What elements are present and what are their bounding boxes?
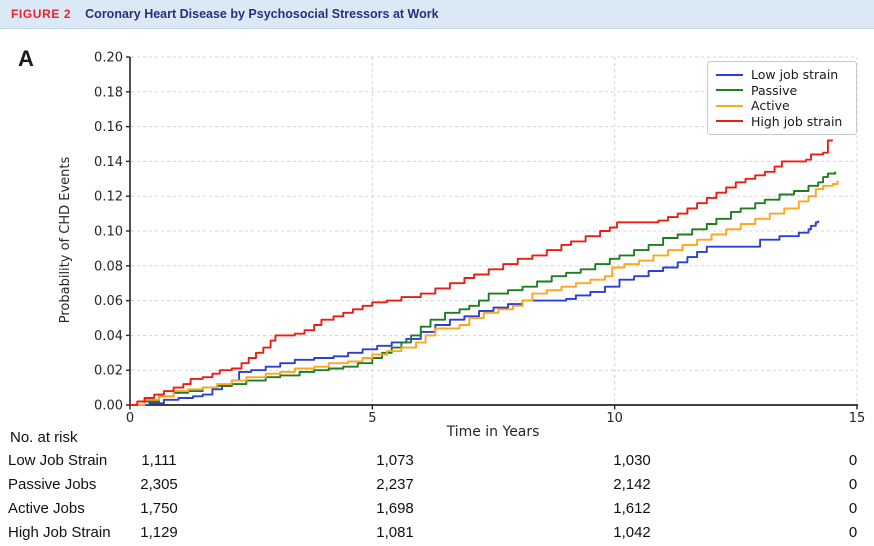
series-line-active bbox=[130, 180, 839, 406]
risk-cell: 1,081 bbox=[376, 524, 414, 541]
risk-cell: 1,750 bbox=[140, 500, 178, 517]
risk-cell: 2,305 bbox=[140, 476, 178, 493]
legend-item: High job strain bbox=[716, 114, 848, 130]
risk-cell: 1,030 bbox=[613, 452, 651, 469]
y-tick-label: 0.18 bbox=[94, 85, 123, 100]
x-axis-label: Time in Years bbox=[446, 424, 540, 440]
panel-label-a: A bbox=[18, 46, 34, 71]
km-curve-chart: 0.00 0.02 0.04 0.06 0.08 0.10 0.12 0.14 0.16 0.18… bbox=[94, 51, 866, 427]
y-tick-label: 0.02 bbox=[94, 364, 123, 379]
y-axis-label: Probability of CHD Events bbox=[58, 156, 73, 324]
y-tick-label: 0.10 bbox=[94, 225, 123, 240]
risk-cell: 1,129 bbox=[140, 524, 178, 541]
risk-cell: 0 bbox=[848, 500, 858, 517]
risk-row-label: Passive Jobs bbox=[8, 476, 97, 493]
legend-item: Active bbox=[716, 98, 848, 114]
x-tick-label: 15 bbox=[849, 411, 866, 426]
y-tick-label: 0.06 bbox=[94, 294, 123, 309]
risk-cell: 2,142 bbox=[613, 476, 651, 493]
risk-row-label: High Job Strain bbox=[8, 524, 111, 541]
legend-line-swatch bbox=[716, 89, 743, 92]
risk-table-header: No. at risk bbox=[10, 429, 78, 446]
x-tick-label: 0 bbox=[126, 411, 134, 426]
risk-cell: 2,237 bbox=[376, 476, 414, 493]
risk-row-label: Low Job Strain bbox=[8, 452, 108, 469]
y-tick-label: 0.14 bbox=[94, 155, 123, 170]
y-tick-label: 0.08 bbox=[94, 259, 123, 274]
chart-legend: Low job strain Passive Active High job stra… bbox=[707, 61, 857, 135]
risk-cell: 1,612 bbox=[613, 500, 651, 517]
risk-cell: 1,698 bbox=[376, 500, 414, 517]
risk-cell: 0 bbox=[848, 452, 858, 469]
y-tick-label: 0.04 bbox=[94, 329, 123, 344]
figure-number-label: FIGURE 2 bbox=[11, 7, 72, 21]
risk-row-label: Active Jobs bbox=[8, 500, 85, 517]
legend-item: Passive bbox=[716, 83, 848, 99]
legend-label: Low job strain bbox=[751, 67, 839, 83]
series-line-low-job-strain bbox=[130, 220, 820, 406]
legend-item: Low job strain bbox=[716, 67, 848, 83]
risk-cell: 0 bbox=[848, 476, 858, 493]
figure-title: Coronary Heart Disease by Psychosocial S… bbox=[85, 7, 439, 21]
risk-cell: 1,073 bbox=[376, 452, 414, 469]
legend-label: Passive bbox=[751, 82, 798, 98]
y-tick-label: 0.20 bbox=[94, 51, 123, 66]
y-tick-label: 0.16 bbox=[94, 120, 123, 135]
series-line-high-job-strain bbox=[130, 139, 833, 406]
y-tick-label: 0.12 bbox=[94, 190, 123, 205]
risk-cell: 1,111 bbox=[141, 452, 177, 469]
legend-line-swatch bbox=[716, 73, 743, 76]
x-tick-label: 5 bbox=[368, 411, 376, 426]
y-tick-label: 0.00 bbox=[94, 399, 123, 414]
legend-line-swatch bbox=[716, 104, 743, 107]
risk-cell: 0 bbox=[848, 524, 858, 541]
figure-header-band: FIGURE 2 Coronary Heart Disease by Psych… bbox=[0, 0, 874, 29]
risk-cell: 1,042 bbox=[613, 524, 651, 541]
legend-line-swatch bbox=[716, 120, 743, 123]
legend-label: High job strain bbox=[751, 113, 843, 129]
x-tick-label: 10 bbox=[606, 411, 623, 426]
legend-label: Active bbox=[751, 98, 790, 114]
